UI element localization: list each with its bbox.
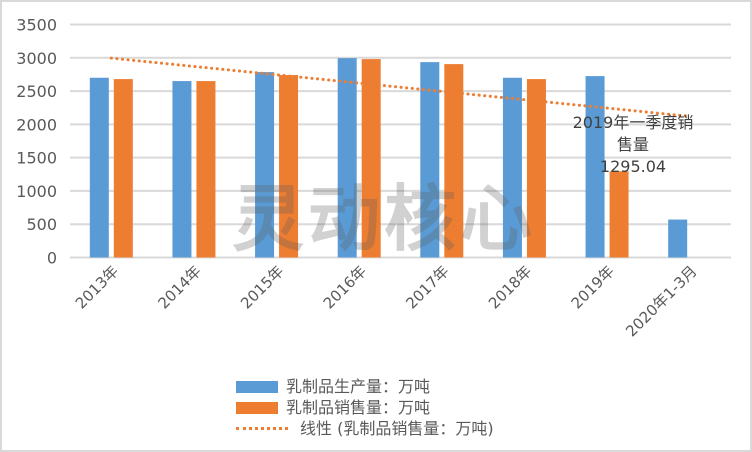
bar — [255, 72, 275, 258]
y-axis-ticks: 0 500 1000 1500 2000 2500 3000 3500 — [16, 16, 57, 268]
annotation-text: 2019年一季度销 — [573, 113, 694, 132]
x-tick-label: 2013年 — [72, 262, 122, 312]
legend-label: 乳制品销售量：万吨 — [286, 398, 431, 417]
x-tick-label: 2020年1-3月 — [622, 262, 700, 340]
bar — [444, 64, 464, 258]
bar — [113, 79, 133, 258]
bar — [172, 81, 192, 258]
legend-item-trendline: 线性 (乳制品销售量：万吨) — [236, 418, 494, 439]
trend-line — [109, 56, 692, 118]
trendline — [109, 56, 692, 118]
bar — [502, 77, 522, 258]
y-tick-label: 500 — [26, 215, 57, 234]
x-tick-label: 2019年 — [568, 262, 618, 312]
x-tick-label: 2017年 — [402, 262, 452, 312]
x-axis-ticks: 2013年 2014年 2015年 2016年 2017年 2018年 2019年 2020年… — [72, 262, 701, 340]
y-tick-label: 2000 — [16, 115, 57, 134]
bar — [585, 76, 605, 258]
y-tick-label: 3500 — [16, 16, 57, 35]
legend-label: 线性 (乳制品销售量：万吨) — [300, 419, 494, 438]
x-tick-label: 2018年 — [485, 262, 535, 312]
legend-swatch-orange — [236, 401, 278, 414]
y-tick-label: 1000 — [16, 182, 57, 201]
legend-item-sales: 乳制品销售量：万吨 — [236, 397, 494, 418]
bar — [420, 62, 440, 258]
y-tick-label: 0 — [47, 249, 57, 268]
y-tick-label: 3000 — [16, 49, 57, 68]
legend-label: 乳制品生产量：万吨 — [286, 377, 431, 396]
legend: 乳制品生产量：万吨 乳制品销售量：万吨 线性 (乳制品销售量：万吨) — [236, 376, 494, 439]
annotation-text: 1295.04 — [600, 157, 666, 176]
bar — [361, 59, 381, 258]
bar — [89, 77, 109, 258]
legend-item-production: 乳制品生产量：万吨 — [236, 376, 494, 397]
bar — [196, 81, 216, 258]
bar — [279, 75, 299, 258]
x-tick-label: 2015年 — [237, 262, 287, 312]
bar — [668, 219, 688, 258]
x-tick-label: 2016年 — [320, 262, 370, 312]
y-tick-label: 1500 — [16, 149, 57, 168]
bars — [89, 58, 688, 258]
legend-dotted-line-icon — [236, 427, 288, 430]
bar — [337, 58, 357, 258]
bar — [526, 79, 546, 258]
x-tick-label: 2014年 — [154, 262, 204, 312]
annotation-text: 售量 — [617, 135, 649, 154]
y-tick-label: 2500 — [16, 82, 57, 101]
bar — [609, 171, 629, 258]
legend-swatch-blue — [236, 380, 278, 393]
